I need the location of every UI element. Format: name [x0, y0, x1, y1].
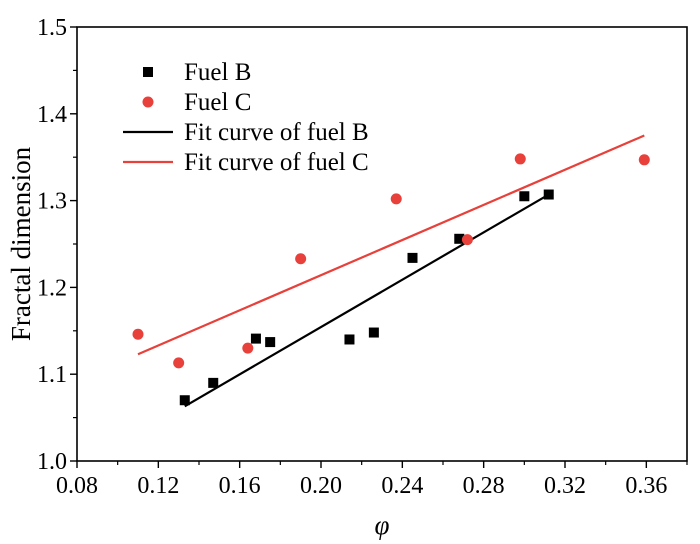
- fit-lines: [137, 134, 645, 408]
- point-series-1-0: [132, 328, 144, 340]
- y-tick-label: 1.1: [37, 362, 67, 388]
- axes: 0.08 0.12 0.16 0.20 0.24 0.28 0.32 0.36 1.0 1.1 1.…: [37, 15, 688, 499]
- point-series-1-2: [242, 342, 254, 354]
- y-tick-label: 1.3: [37, 189, 67, 215]
- fit-line-series-3: [137, 134, 645, 356]
- point-series-0-4: [344, 334, 355, 345]
- point-series-0-7: [454, 233, 465, 244]
- point-series-0-2: [250, 333, 261, 344]
- y-tick-label: 1.0: [37, 449, 67, 475]
- legend: Fuel B Fuel C Fit curve of fuel B Fit curve…: [123, 59, 369, 176]
- point-series-1-4: [390, 193, 402, 205]
- point-series-0-3: [265, 337, 276, 348]
- y-axis-title: Fractal dimension: [6, 146, 36, 341]
- point-series-1-3: [295, 253, 307, 265]
- point-series-1-7: [638, 154, 650, 166]
- axis-labels: φ Fractal dimension: [6, 146, 390, 540]
- x-tick-label: 0.36: [625, 473, 667, 499]
- legend-label-2: Fit curve of fuel B: [184, 119, 369, 146]
- legend-swatch-1: [142, 96, 154, 108]
- point-series-0-9: [543, 189, 554, 200]
- legend-label-0: Fuel B: [184, 59, 251, 86]
- x-tick-label: 0.28: [463, 473, 505, 499]
- point-series-1-5: [461, 234, 473, 246]
- point-series-1-1: [173, 357, 185, 369]
- point-series-0-8: [519, 191, 530, 202]
- x-tick-label: 0.12: [137, 473, 179, 499]
- y-tick-label: 1.2: [37, 275, 67, 301]
- legend-label-1: Fuel C: [184, 89, 251, 116]
- x-tick-label: 0.16: [219, 473, 261, 499]
- x-tick-label: 0.24: [381, 473, 423, 499]
- data-points: [132, 153, 650, 406]
- x-tick-label: 0.08: [56, 473, 98, 499]
- point-series-0-6: [407, 252, 418, 263]
- fit-line-series-2: [184, 193, 550, 408]
- legend-label-3: Fit curve of fuel C: [184, 149, 369, 176]
- point-series-0-0: [179, 395, 190, 406]
- y-tick-label: 1.5: [37, 15, 67, 41]
- point-series-1-6: [514, 153, 526, 165]
- point-series-0-5: [368, 327, 379, 338]
- x-tick-label: 0.20: [300, 473, 342, 499]
- x-axis-title: φ: [375, 510, 390, 540]
- y-tick-label: 1.4: [37, 102, 67, 128]
- legend-swatch-0: [143, 67, 153, 77]
- x-tick-label: 0.32: [544, 473, 586, 499]
- plot-frame: [76, 26, 688, 462]
- point-series-0-1: [208, 377, 219, 388]
